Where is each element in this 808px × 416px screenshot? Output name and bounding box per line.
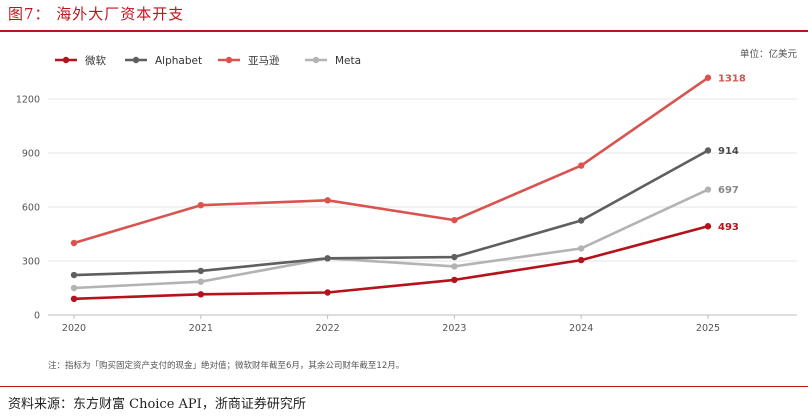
chart-note: 注：指标为「购买固定资产支付的现金」绝对值；微软财年截至6月，其余公司财年截至1…: [48, 360, 404, 371]
data-point-Alphabet: [704, 147, 712, 154]
data-point-亚马逊: [704, 74, 712, 81]
data-point-亚马逊: [451, 216, 458, 224]
data-point-Meta: [451, 263, 458, 270]
y-tick-label: 600: [22, 203, 40, 214]
end-labels: 697 914 1318 493: [718, 73, 746, 233]
series-line-亚马逊: [72, 76, 710, 245]
x-tick-label: 2020: [62, 323, 86, 334]
end-label-Alphabet: 914: [718, 146, 739, 157]
data-point-亚马逊: [578, 162, 585, 169]
y-axis-ticks: 0 300 600 900 1200: [16, 95, 40, 322]
series-line-微软: [72, 224, 710, 301]
source-text: 资料来源：东方财富 Choice API，浙商证券研究所: [8, 397, 306, 412]
y-tick-label: 300: [22, 257, 40, 268]
legend-marker-Alphabet: [132, 56, 140, 64]
data-point-Meta: [704, 186, 712, 193]
legend: 微软 Alphabet 亚马逊 Meta: [55, 54, 361, 67]
data-point-Alphabet: [451, 253, 458, 261]
legend-marker-亚马逊: [225, 56, 233, 64]
legend-label-Alphabet: Alphabet: [155, 55, 202, 67]
x-tick-label: 2024: [569, 323, 593, 334]
x-tick-label: 2022: [316, 323, 340, 334]
data-point-微软: [70, 295, 78, 302]
data-point-Alphabet: [197, 267, 204, 275]
x-tick-label: 2023: [442, 323, 466, 334]
data-point-Meta: [197, 278, 204, 285]
y-tick-label: 1200: [16, 95, 40, 106]
grid-lines: [48, 98, 797, 316]
end-label-亚马逊: 1318: [718, 73, 746, 84]
end-label-微软: 493: [718, 222, 739, 233]
data-point-亚马逊: [197, 202, 204, 209]
y-tick-label: 0: [34, 311, 40, 322]
legend-marker-微软: [62, 56, 70, 64]
legend-marker-Meta: [312, 56, 320, 64]
x-tick-label: 2021: [189, 323, 213, 334]
data-point-Meta: [578, 245, 585, 252]
end-label-Meta: 697: [718, 185, 739, 196]
data-point-Meta: [70, 284, 78, 292]
y-tick-label: 900: [22, 149, 40, 160]
data-point-微软: [197, 291, 204, 298]
data-point-Alphabet: [324, 255, 331, 262]
series-line-Alphabet: [72, 149, 710, 277]
source-rule: [0, 386, 808, 387]
legend-label-亚马逊: 亚马逊: [248, 55, 280, 67]
x-tick-label: 2025: [696, 323, 720, 334]
series-points: [70, 74, 712, 302]
title-rule: [0, 30, 808, 32]
data-point-亚马逊: [70, 239, 78, 247]
data-point-微软: [578, 256, 585, 264]
data-point-Alphabet: [578, 217, 585, 224]
legend-label-微软: 微软: [85, 54, 106, 67]
data-point-微软: [451, 276, 458, 284]
data-point-微软: [324, 289, 331, 296]
series-lines: [72, 76, 710, 301]
x-axis-ticks: 2020 2021 2022 2023 2024 2025: [62, 315, 720, 334]
series-line-Meta: [72, 188, 710, 290]
legend-label-Meta: Meta: [335, 55, 361, 67]
data-point-微软: [704, 223, 712, 230]
figure-title: 图7： 海外大厂资本开支: [8, 5, 185, 23]
data-point-亚马逊: [324, 197, 331, 204]
unit-label: 单位：亿美元: [740, 48, 798, 60]
data-point-Alphabet: [70, 271, 78, 279]
